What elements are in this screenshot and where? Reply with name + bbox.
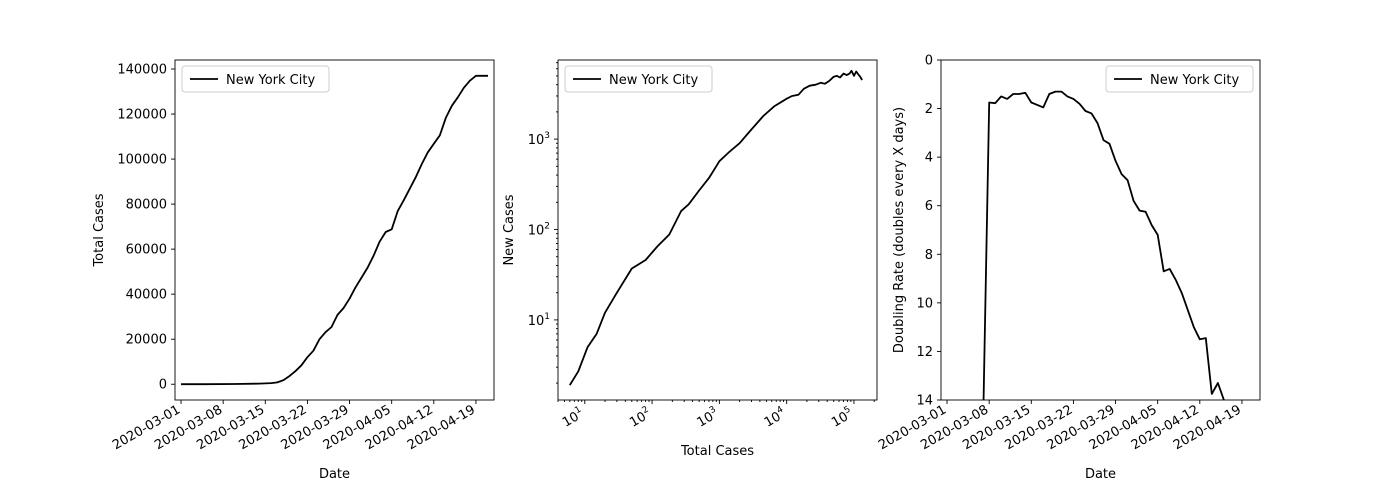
legend-box xyxy=(1105,65,1254,93)
axes-frame xyxy=(557,59,878,401)
series-line-1 xyxy=(982,90,1225,400)
y-tick-label: 4 xyxy=(925,151,933,166)
y-tick-label: 140000 xyxy=(117,63,167,78)
y-tick-label: 6 xyxy=(925,199,933,214)
y-axis-label: Total Cases xyxy=(92,193,107,267)
legend: New York City xyxy=(181,65,330,93)
y-tick-label: 14 xyxy=(916,394,933,409)
x-axis-label: Date xyxy=(1085,467,1116,482)
y-tick-label: 0 xyxy=(159,378,167,393)
y-axis-label: Doubling Rate (doubles every X days) xyxy=(892,107,907,353)
y-tick-label: 120000 xyxy=(117,108,167,123)
legend: New York City xyxy=(564,65,713,93)
y-tick-label: 80000 xyxy=(126,198,167,213)
y-tick-label: 100000 xyxy=(117,153,167,168)
x-axis-label: Date xyxy=(319,467,350,482)
y-tick-label: 0 xyxy=(925,54,933,69)
x-tick-label: 101 xyxy=(559,405,587,431)
y-tick-label: 12 xyxy=(916,345,933,360)
x-tick-label: 102 xyxy=(626,405,654,431)
legend-box xyxy=(564,65,713,93)
legend-label: New York City xyxy=(1150,73,1239,88)
y-axis-label: New Cases xyxy=(502,194,517,265)
doubling-rate-chart: 2020-03-012020-03-082020-03-152020-03-22… xyxy=(876,54,1261,482)
y-tick-label: 102 xyxy=(528,222,550,239)
y-tick-label: 101 xyxy=(528,312,550,329)
x-tick-label: 105 xyxy=(828,405,856,431)
series-line-1 xyxy=(569,69,863,386)
axes-frame xyxy=(940,59,1261,401)
x-tick-label: 104 xyxy=(761,405,789,431)
axes-frame xyxy=(174,59,495,401)
legend: New York City xyxy=(1105,65,1254,93)
legend-box xyxy=(181,65,330,93)
legend-label: New York City xyxy=(609,73,698,88)
y-tick-label: 2 xyxy=(925,102,933,117)
x-tick-label: 103 xyxy=(694,405,722,431)
new-cases-chart: 101 102 103 104 105 101 102 103 Total Cases New C… xyxy=(502,59,878,459)
y-tick-label: 60000 xyxy=(126,243,167,258)
total-cases-chart: 2020-03-012020-03-082020-03-152020-03-22… xyxy=(92,59,495,482)
series-line-1 xyxy=(181,74,488,386)
y-tick-label: 103 xyxy=(528,131,550,148)
x-axis-label: Total Cases xyxy=(680,444,754,459)
y-tick-label: 20000 xyxy=(126,333,167,348)
y-tick-label: 10 xyxy=(916,296,933,311)
y-tick-label: 8 xyxy=(925,248,933,263)
legend-label: New York City xyxy=(226,73,315,88)
y-tick-label: 40000 xyxy=(126,288,167,303)
